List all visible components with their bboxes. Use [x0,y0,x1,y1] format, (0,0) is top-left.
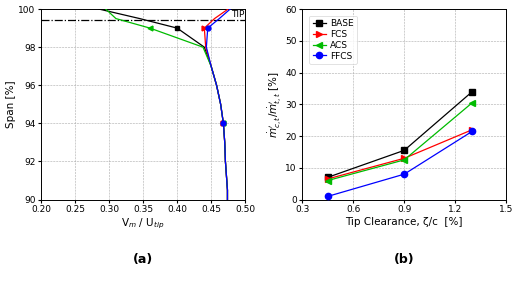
FCS [325,177,331,181]
Text: (a): (a) [133,253,153,266]
Y-axis label: Span [%]: Span [%] [6,80,16,128]
FFCS [469,129,475,133]
Line: BASE: BASE [325,89,475,181]
BASE [325,176,331,179]
BASE [469,90,475,93]
FCS [401,157,407,160]
FFCS [401,172,407,176]
Text: (b): (b) [394,253,415,266]
FCS [469,128,475,132]
ACS [325,179,331,182]
X-axis label: Tip Clearance, ζ/c  [%]: Tip Clearance, ζ/c [%] [346,217,463,227]
Line: FCS: FCS [325,127,475,182]
BASE [401,148,407,152]
Line: ACS: ACS [325,99,475,184]
FFCS [325,195,331,198]
Text: TIP: TIP [231,10,244,19]
Line: FFCS: FFCS [325,128,475,200]
Y-axis label: $\dot{m}^{\prime}_{c,t}/\dot{m}^{\prime}_{t,t}$ [%]: $\dot{m}^{\prime}_{c,t}/\dot{m}^{\prime}… [266,71,284,138]
ACS [401,158,407,162]
X-axis label: V$_m$ / U$_{tip}$: V$_m$ / U$_{tip}$ [121,217,165,231]
ACS [469,101,475,105]
Legend: BASE, FCS, ACS, FFCS: BASE, FCS, ACS, FFCS [309,15,357,64]
